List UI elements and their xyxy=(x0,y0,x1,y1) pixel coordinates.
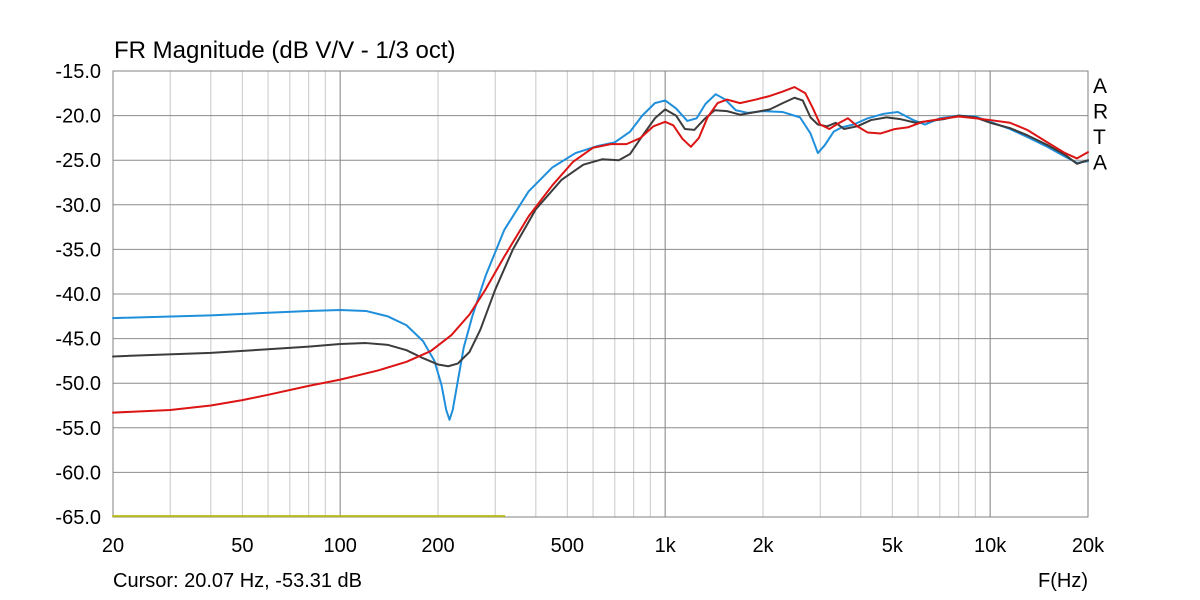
y-tick-label: -65.0 xyxy=(55,507,101,529)
x-axis: 20 50 100 200 500 1k 2k 5k 10k 20k xyxy=(102,535,1105,557)
series-layer xyxy=(112,86,1089,518)
plot-frame xyxy=(112,70,1089,518)
y-tick-label: -55.0 xyxy=(55,418,101,440)
x-axis-label: F(Hz) xyxy=(1038,570,1088,592)
y-tick-label: -25.0 xyxy=(55,150,101,172)
x-tick-label: 20 xyxy=(102,535,124,557)
series-line-1 xyxy=(112,93,1089,421)
cursor-readout: Cursor: 20.07 Hz, -53.31 dB xyxy=(113,570,362,592)
y-tick-label: -50.0 xyxy=(55,373,101,395)
y-tick-label: -35.0 xyxy=(55,239,101,261)
x-tick-label: 50 xyxy=(231,535,253,557)
brand-letter: A xyxy=(1093,75,1107,98)
x-tick-label: 5k xyxy=(882,535,904,557)
x-tick-label: 2k xyxy=(752,535,774,557)
chart-title: FR Magnitude (dB V/V - 1/3 oct) xyxy=(114,37,455,64)
y-tick-label: -60.0 xyxy=(55,462,101,484)
y-tick-label: -15.0 xyxy=(55,61,101,83)
x-tick-label: 200 xyxy=(421,535,454,557)
y-tick-label: -45.0 xyxy=(55,329,101,351)
x-tick-label: 20k xyxy=(1072,535,1105,557)
x-tick-label: 10k xyxy=(974,535,1007,557)
brand-letter: R xyxy=(1093,101,1108,124)
brand-letter: T xyxy=(1093,126,1106,149)
brand-letter: A xyxy=(1093,152,1107,175)
y-tick-label: -30.0 xyxy=(55,195,101,217)
x-tick-label: 100 xyxy=(323,535,356,557)
y-axis: -15.0 -20.0 -25.0 -30.0 -35.0 -40.0 -45.0 -50.0… xyxy=(55,61,101,529)
y-tick-label: -40.0 xyxy=(55,284,101,306)
y-tick-label: -20.0 xyxy=(55,106,101,128)
series-line-3 xyxy=(112,86,1089,414)
x-tick-label: 500 xyxy=(551,535,584,557)
x-tick-label: 1k xyxy=(655,535,677,557)
